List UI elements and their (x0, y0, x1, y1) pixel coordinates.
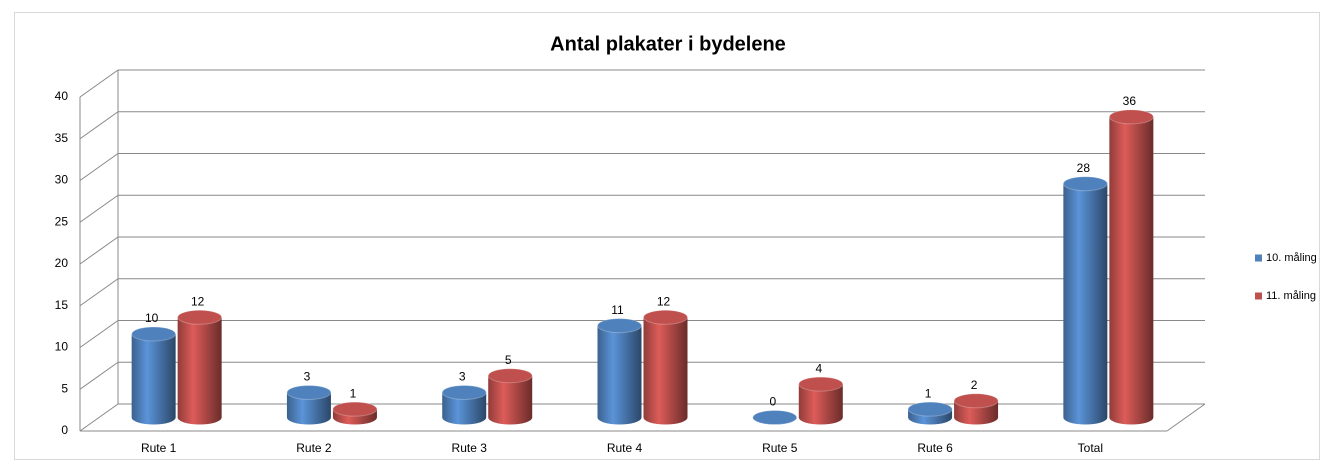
y-tick-label: 40 (55, 89, 69, 103)
bar-top (332, 401, 378, 417)
grid-line-side (79, 278, 119, 307)
data-label: 5 (505, 353, 512, 367)
bar (1062, 176, 1108, 425)
y-tick-label: 35 (55, 131, 69, 145)
bar-body (177, 317, 222, 425)
data-label: 12 (657, 294, 671, 308)
bar-top (286, 384, 332, 400)
bar (286, 384, 332, 425)
bar-top (441, 384, 487, 400)
bar-body (488, 375, 533, 425)
bar-top (643, 309, 688, 325)
y-tick-label: 0 (61, 423, 68, 437)
x-tick-label: Rute 5 (762, 441, 798, 455)
bar (752, 410, 798, 425)
bar (953, 393, 999, 425)
bar-body (798, 384, 843, 425)
x-tick-label: Rute 2 (296, 441, 332, 455)
grid-line-side (79, 320, 119, 348)
grid-line-side (79, 194, 119, 223)
bar-body (131, 334, 176, 425)
grid-line-side (79, 403, 119, 432)
bar-body (597, 325, 642, 425)
bar-body (643, 317, 688, 425)
bar-body (1109, 116, 1154, 425)
chart-title: Antal plakater i bydelene (550, 33, 786, 55)
x-tick-label: Rute 3 (452, 441, 488, 455)
grid-line-side (79, 111, 119, 140)
bar-top (597, 318, 642, 334)
bar-top (177, 309, 223, 325)
bar-top (487, 368, 533, 384)
data-label: 11 (611, 303, 624, 317)
y-tick-label: 5 (61, 381, 68, 395)
grid-line-side (79, 153, 119, 181)
x-tick-label: Total (1078, 441, 1103, 455)
x-tick-label: Rute 1 (141, 441, 177, 455)
x-tick-label: Rute 6 (917, 441, 953, 455)
bar-top (798, 376, 844, 392)
bar (131, 326, 177, 425)
bar (177, 309, 223, 425)
y-tick-label: 10 (55, 340, 69, 354)
bar-body (1063, 183, 1108, 425)
data-label: 1 (925, 386, 932, 400)
grid-line-side (79, 361, 119, 390)
grid-line-side (79, 236, 119, 265)
data-label: 0 (769, 395, 776, 409)
data-label: 2 (971, 378, 978, 392)
legend-swatch (1255, 254, 1262, 262)
bar-top (907, 401, 953, 417)
y-tick-label: 15 (55, 298, 69, 312)
bar (643, 309, 688, 425)
data-label: 12 (191, 294, 205, 308)
bar (487, 368, 533, 425)
bar-top (1062, 176, 1108, 192)
bar (907, 401, 953, 425)
bar (1108, 109, 1154, 425)
bar-top (752, 410, 798, 425)
bar-top (953, 393, 999, 409)
data-label: 28 (1077, 161, 1091, 175)
data-label: 4 (815, 361, 822, 375)
floor-side (1166, 403, 1206, 432)
bar (597, 318, 642, 425)
data-label: 1 (350, 386, 357, 400)
legend-label: 10. måling (1266, 252, 1317, 264)
y-tick-label: 25 (55, 214, 69, 228)
x-tick-label: Rute 4 (607, 441, 643, 455)
bar-top (131, 326, 177, 342)
bar-body (442, 392, 487, 425)
y-tick-label: 30 (55, 173, 69, 187)
bar-top (1108, 109, 1154, 125)
y-tick-label: 20 (55, 256, 69, 270)
grid-line-side (79, 69, 119, 98)
bar (798, 376, 844, 425)
data-label: 3 (304, 370, 311, 384)
legend-swatch (1255, 292, 1262, 300)
data-label: 3 (459, 370, 466, 384)
bar-body (286, 392, 331, 425)
bar (332, 401, 378, 425)
data-label: 36 (1123, 94, 1137, 108)
data-label: 10 (145, 311, 159, 325)
bar (441, 384, 487, 425)
legend-label: 11. måling (1266, 290, 1316, 302)
